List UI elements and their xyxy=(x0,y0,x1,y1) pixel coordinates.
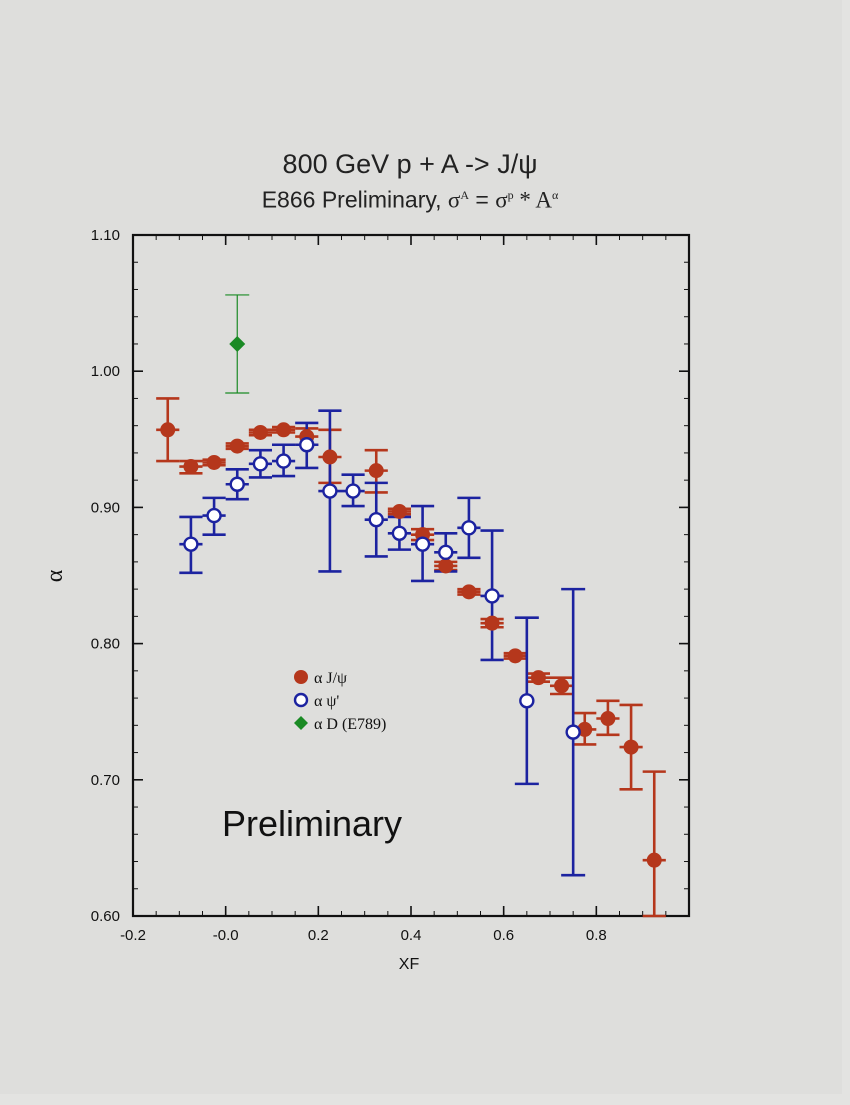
data-point xyxy=(160,422,176,438)
data-point xyxy=(299,437,315,453)
data-point xyxy=(345,483,361,499)
x-tick-label: 0.4 xyxy=(401,927,422,944)
subtitle-sup-alpha: α xyxy=(551,188,559,202)
data-point xyxy=(507,648,523,664)
data-point xyxy=(229,476,245,492)
data-point xyxy=(623,739,639,755)
subtitle-prefix: E866 Preliminary, xyxy=(261,186,448,213)
data-point xyxy=(368,511,384,528)
data-point xyxy=(461,584,477,600)
y-tick-label: 1.10 xyxy=(91,227,120,244)
x-axis-title: XF xyxy=(399,956,420,973)
y-tick-label: 1.00 xyxy=(91,363,120,380)
data-point xyxy=(229,438,245,454)
data-point xyxy=(530,670,546,686)
y-tick-label: 0.60 xyxy=(91,908,120,925)
data-point xyxy=(438,544,454,561)
subtitle-times-a: * A xyxy=(513,187,552,213)
data-point xyxy=(368,463,384,479)
marker-layer xyxy=(160,335,662,868)
data-point xyxy=(206,507,222,524)
data-point xyxy=(414,536,431,552)
data-point xyxy=(484,615,500,631)
data-point xyxy=(322,449,338,465)
data-point xyxy=(276,422,292,438)
data-point xyxy=(252,456,269,472)
axes-layer: 0.60 0.70 0.80 0.90 1.00 1.10 -0.2 -0.0 0.2 0.4 0.… xyxy=(91,227,691,944)
data-point xyxy=(484,588,500,604)
data-point xyxy=(322,483,338,499)
x-tick-label: 0.6 xyxy=(493,927,514,944)
y-axis-title: α xyxy=(42,569,68,582)
data-point xyxy=(252,424,268,440)
y-tick-label: 0.80 xyxy=(91,636,120,653)
legend-marker xyxy=(294,670,308,684)
data-point xyxy=(519,693,535,709)
x-tick-label: -0.0 xyxy=(213,927,239,944)
x-tick-label: -0.2 xyxy=(120,927,146,944)
data-point xyxy=(438,558,454,574)
data-point xyxy=(461,520,477,536)
legend-label: α J/ψ xyxy=(314,670,347,687)
subtitle-sup-p: p xyxy=(507,188,514,202)
y-tick-label: 0.70 xyxy=(91,772,120,789)
subtitle-sigma-a: σ xyxy=(447,187,461,213)
plot-frame xyxy=(131,233,691,918)
y-tick-label: 0.90 xyxy=(91,499,120,516)
legend: α J/ψ α ψ' α D (E789) xyxy=(293,670,386,733)
data-point xyxy=(646,852,662,868)
data-point xyxy=(577,721,593,737)
data-point xyxy=(229,335,246,352)
chart-title-block: 800 GeV p + A -> J/ψ E866 Preliminary, σ… xyxy=(130,148,690,216)
chart-subtitle: E866 Preliminary, σA = σp * Aα xyxy=(130,180,690,216)
data-point xyxy=(391,525,408,541)
subtitle-sup-a: A xyxy=(460,188,469,202)
data-point xyxy=(183,459,199,475)
data-point xyxy=(206,454,222,470)
data-point xyxy=(565,724,581,740)
legend-marker xyxy=(294,716,308,730)
legend-label: α ψ' xyxy=(314,693,339,710)
subtitle-sigma-p: σ xyxy=(495,187,508,213)
data-point xyxy=(554,678,570,694)
data-point xyxy=(183,536,199,552)
subtitle-equals: = xyxy=(469,186,496,213)
data-point xyxy=(275,453,292,469)
legend-marker xyxy=(293,692,309,708)
x-tick-label: 0.8 xyxy=(586,927,607,944)
x-tick-label: 0.2 xyxy=(308,927,329,944)
data-point xyxy=(391,503,407,519)
legend-label: α D (E789) xyxy=(314,716,386,733)
chart-title: 800 GeV p + A -> J/ψ xyxy=(282,149,538,179)
data-point xyxy=(600,711,616,727)
preliminary-annotation: Preliminary xyxy=(222,803,402,844)
